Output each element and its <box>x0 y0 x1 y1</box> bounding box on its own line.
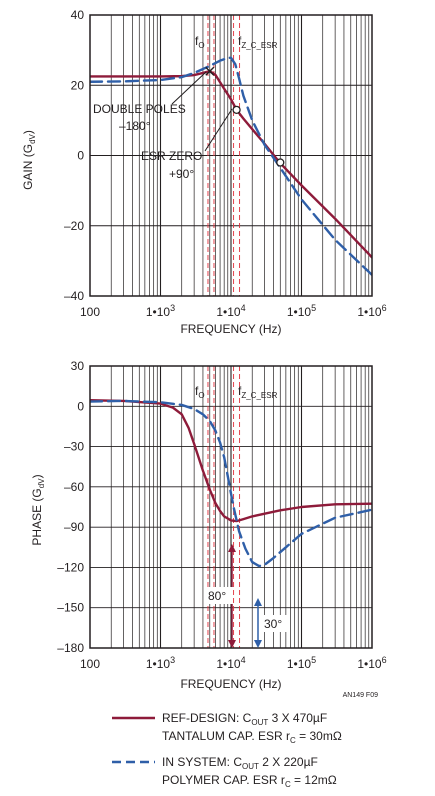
gain-y-tick-label: 20 <box>71 78 85 92</box>
phase-y-tick-label: –150 <box>57 601 84 615</box>
phase-plot-frame <box>89 365 373 649</box>
label-30-background <box>262 615 288 632</box>
phase-y-axis-label: PHASE (GdV) <box>30 474 46 545</box>
gain-x-tick-label: 1•106 <box>357 303 386 319</box>
gain-ref-design-curve <box>90 69 372 259</box>
gain-x-tick-label: 1•105 <box>287 303 316 319</box>
phase-x-tick-label: 1•106 <box>357 655 386 671</box>
legend-sys-line2: POLYMER CAP. ESR rC = 12mΩ <box>162 773 337 789</box>
figure-id: AN149 F09 <box>343 692 379 699</box>
gain-x-tick-labels: 100 1•103 1•104 1•105 1•106 <box>80 303 387 319</box>
phase-margin-30-label: 30° <box>264 617 282 631</box>
gain-points <box>205 66 285 167</box>
gain-chart: 40 20 0 –20 –40 100 1•103 1•104 1•105 1•106 fO f… <box>21 8 387 336</box>
phase-y-tick-label: 0 <box>77 399 84 413</box>
phase-y-tick-label: –60 <box>64 480 84 494</box>
gain-y-tick-label: 40 <box>71 8 85 22</box>
label-80-background <box>205 587 233 604</box>
gain-x-tick-label: 1•104 <box>216 303 245 319</box>
gain-series <box>90 56 372 277</box>
legend-ref-line1: REF-DESIGN: COUT 3 X 470µF <box>162 711 327 727</box>
phase-y-tick-label: –90 <box>64 520 84 534</box>
phase-x-tick-label: 1•103 <box>146 655 175 671</box>
phase-ref-design-curve <box>90 399 372 523</box>
gain-y-tick-label: –40 <box>64 289 84 303</box>
phase-x-tick-labels: 100 1•103 1•104 1•105 1•106 <box>80 655 387 671</box>
gain-in-system-curve <box>90 56 372 277</box>
double-poles-pointer <box>171 71 207 105</box>
gain-x-tick-label: 1•103 <box>146 303 175 319</box>
phase-in-system-curve <box>90 399 372 568</box>
gain-y-tick-label: –20 <box>64 219 84 233</box>
phase-x-tick-label: 1•105 <box>287 655 316 671</box>
gain-frequency-markers <box>207 15 241 296</box>
gain-grid <box>90 15 372 296</box>
phase-chart: 30 0 –30 –60 –90 –120 –150 –180 100 1•103 1•104 1•… <box>30 359 387 691</box>
gain-y-tick-label: 0 <box>77 149 84 163</box>
gain-y-axis-label: GAIN (GdV) <box>21 130 37 190</box>
phase-y-tick-label: –30 <box>64 440 84 454</box>
legend-sys-line1: IN SYSTEM: COUT 2 X 220µF <box>162 755 318 771</box>
gain-x-tick-label: 100 <box>80 305 100 319</box>
legend-ref-line2: TANTALUM CAP. ESR rC = 30mΩ <box>162 729 342 745</box>
double-poles-degrees: –180° <box>119 119 151 133</box>
phase-margin-80-label: 80° <box>208 589 226 603</box>
phase-y-tick-labels: 30 0 –30 –60 –90 –120 –150 –180 <box>57 359 84 655</box>
esr-zero-label: ESR ZERO <box>141 149 202 163</box>
phase-grid <box>90 366 372 648</box>
phase-y-tick-label: –120 <box>57 560 84 574</box>
esr-zero-pointer <box>204 108 233 152</box>
double-pole-marker <box>205 66 215 76</box>
phase-x-tick-label: 100 <box>80 657 100 671</box>
phase-fz-label: fZ_C_ESR <box>238 384 278 400</box>
phase-y-tick-label: –180 <box>57 641 84 655</box>
phase-x-axis-label: FREQUENCY (Hz) <box>180 677 281 691</box>
phase-y-tick-label: 30 <box>71 359 85 373</box>
point-marker <box>232 105 241 114</box>
phase-frequency-markers <box>207 366 241 648</box>
gain-f0-label: fO <box>195 34 205 50</box>
legend: REF-DESIGN: COUT 3 X 470µF TANTALUM CAP.… <box>112 711 342 789</box>
double-poles-label: DOUBLE POLES <box>93 102 186 116</box>
phase-f0-label: fO <box>195 384 205 400</box>
point-marker <box>276 158 285 167</box>
esr-zero-degrees: +90° <box>169 167 194 181</box>
gain-plot-frame <box>89 14 373 297</box>
gain-x-axis-label: FREQUENCY (Hz) <box>180 322 281 336</box>
phase-x-tick-label: 1•104 <box>216 655 245 671</box>
phase-series <box>90 399 372 568</box>
gain-y-tick-labels: 40 20 0 –20 –40 <box>64 8 84 303</box>
gain-fz-label: fZ_C_ESR <box>238 34 278 50</box>
